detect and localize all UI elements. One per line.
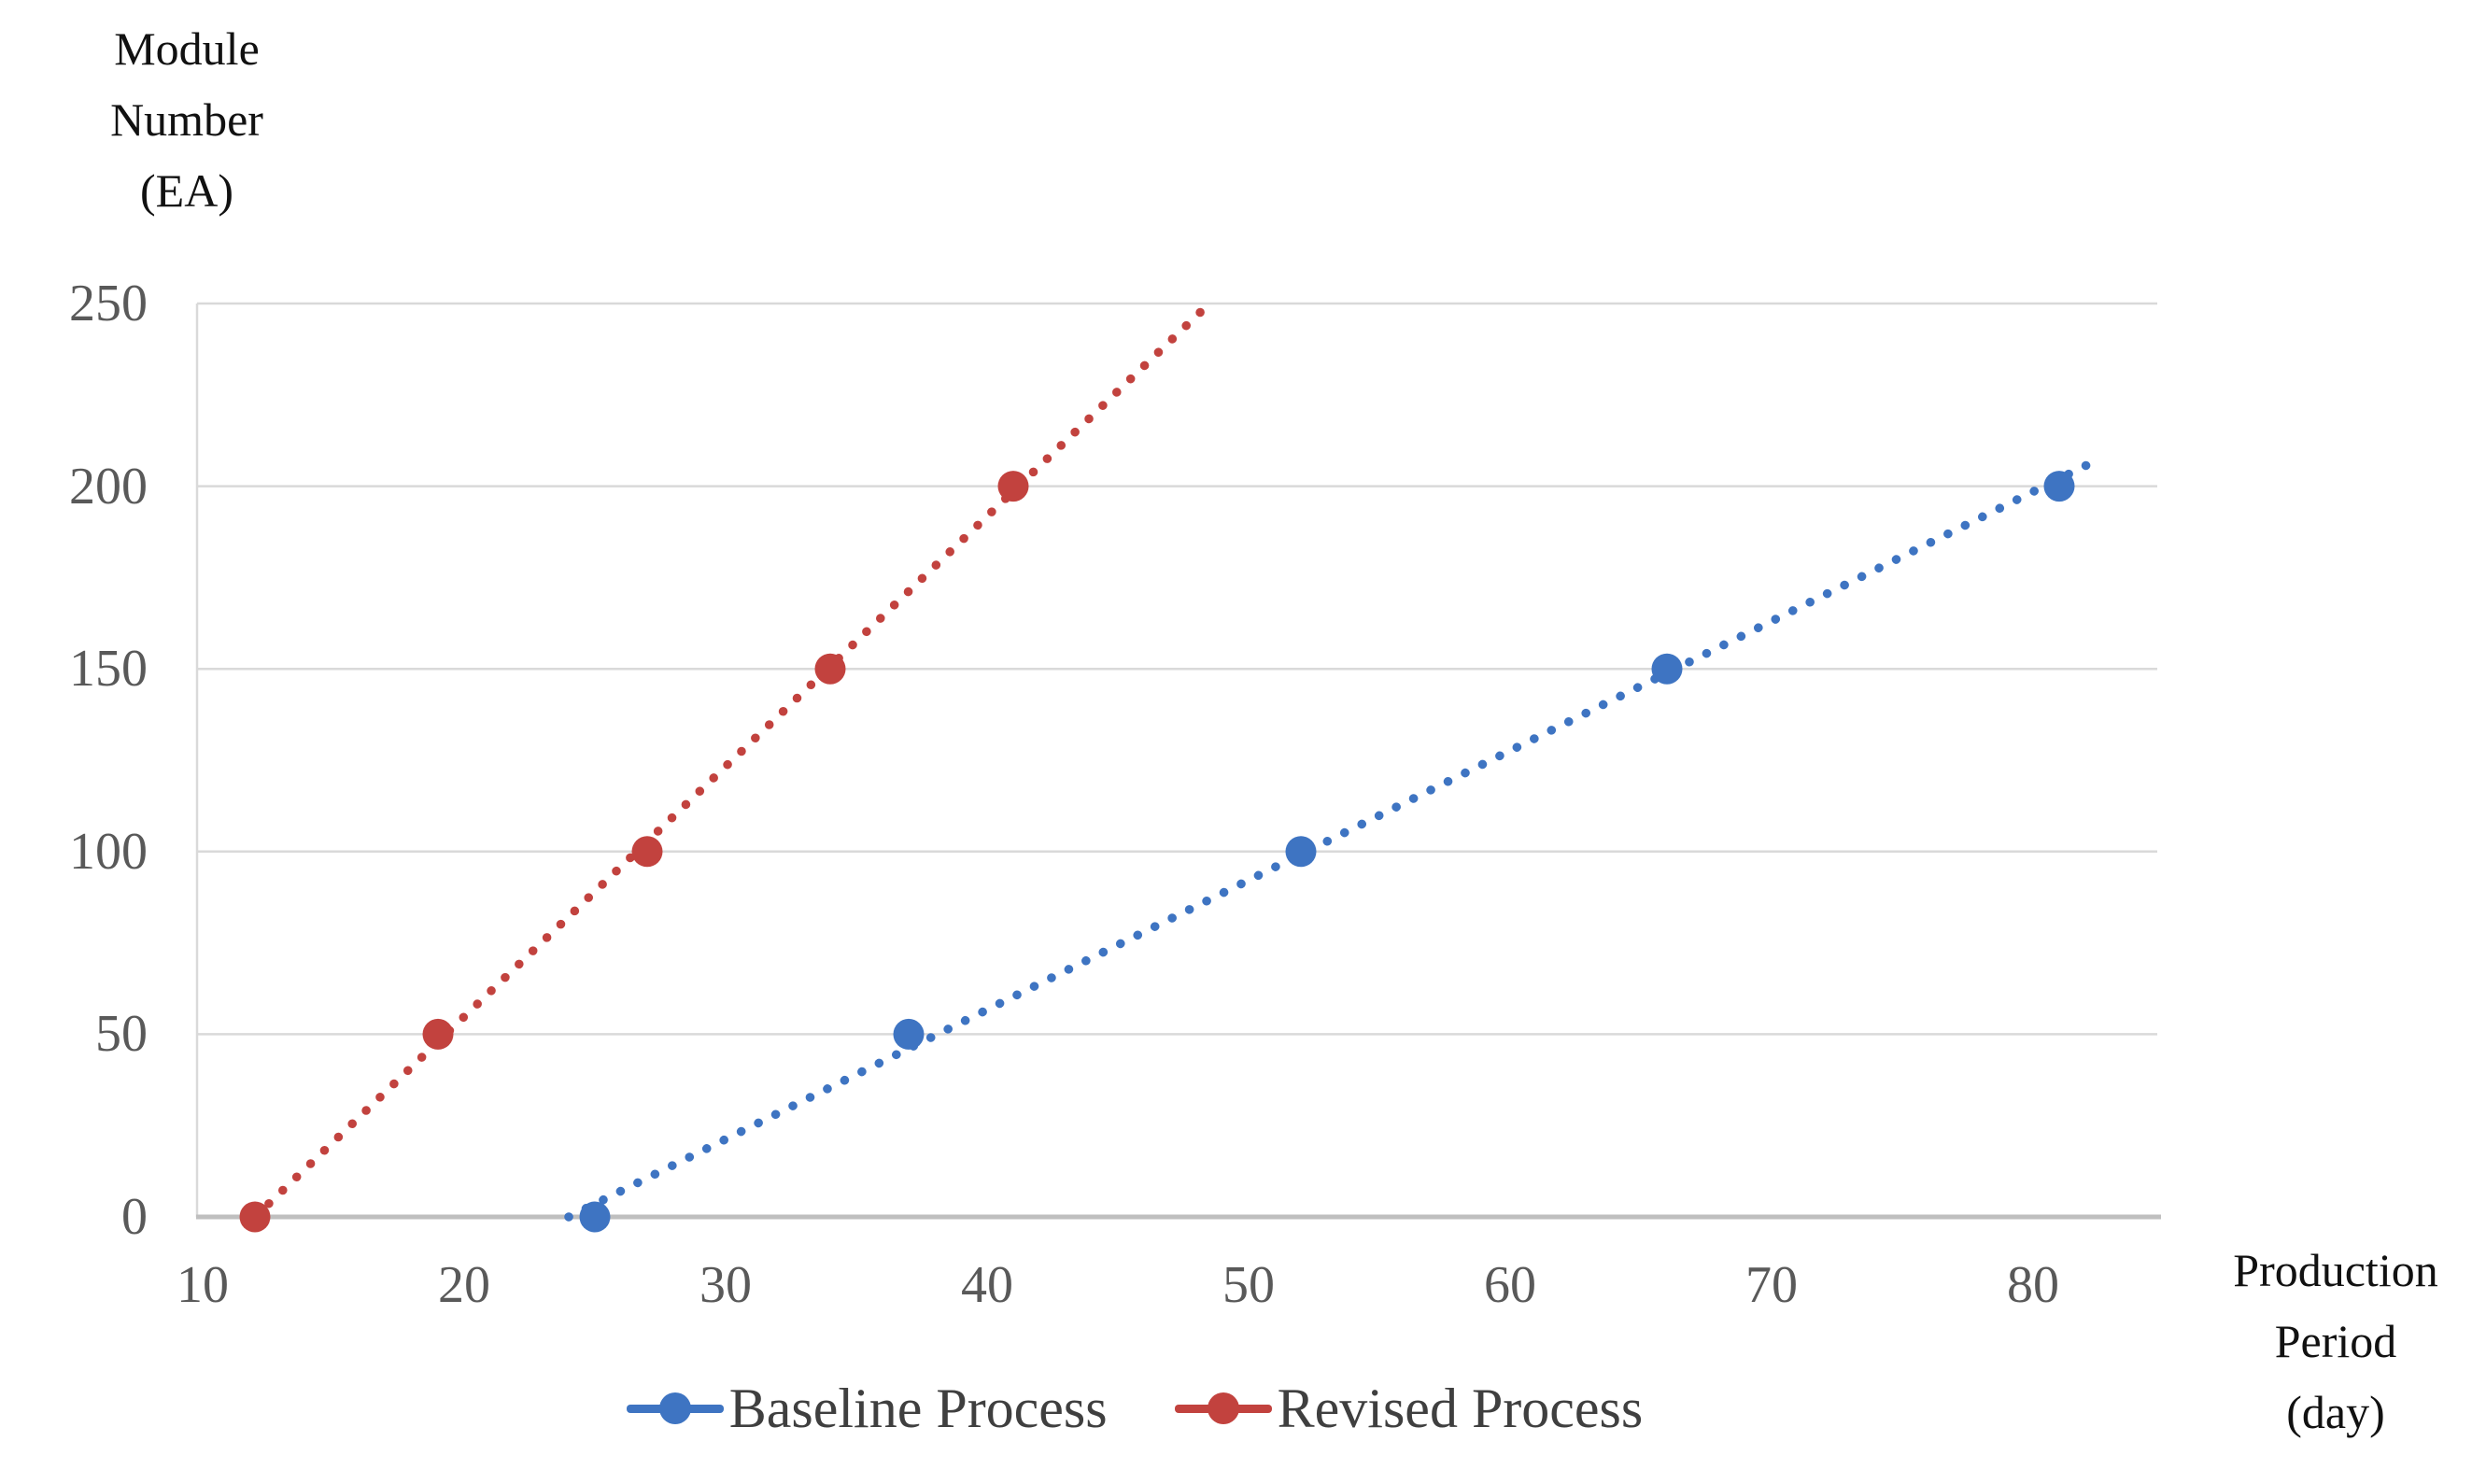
legend-label-baseline: Baseline Process bbox=[728, 1377, 1108, 1439]
data-point-baseline bbox=[2043, 471, 2075, 502]
x-axis-title-line2: Period bbox=[2274, 1315, 2397, 1367]
legend: Baseline Process Revised Process bbox=[0, 1362, 2269, 1455]
data-point-revised bbox=[631, 836, 663, 868]
data-point-revised bbox=[997, 471, 1029, 502]
x-axis-title-line1: Production bbox=[2233, 1244, 2438, 1296]
revised-line-dot-icon bbox=[1174, 1366, 1272, 1450]
x-axis-title-line3: (day) bbox=[2286, 1386, 2385, 1438]
y-tick-label-150: 150 bbox=[69, 640, 148, 699]
data-point-revised bbox=[422, 1018, 454, 1050]
x-axis-title: Production Period (day) bbox=[2185, 1235, 2486, 1448]
trendline-revised bbox=[250, 299, 1214, 1222]
y-axis-title-line1: Module bbox=[114, 22, 260, 75]
y-axis-title-line3: (EA) bbox=[140, 164, 233, 217]
x-tick-label-10: 10 bbox=[177, 1256, 229, 1314]
baseline-line-dot-icon bbox=[626, 1366, 724, 1450]
x-tick-label-60: 60 bbox=[1484, 1256, 1536, 1314]
y-axis-title: Module Number (EA) bbox=[37, 13, 336, 226]
data-point-baseline bbox=[1285, 836, 1317, 868]
x-tick-label-70: 70 bbox=[1745, 1256, 1798, 1314]
data-point-baseline bbox=[1651, 653, 1683, 685]
legend-item-revised: Revised Process bbox=[1174, 1366, 1644, 1450]
y-tick-label-0: 0 bbox=[121, 1188, 148, 1246]
y-tick-label-250: 250 bbox=[69, 275, 148, 332]
data-point-baseline bbox=[579, 1201, 611, 1233]
data-point-revised bbox=[239, 1201, 271, 1233]
x-tick-label-40: 40 bbox=[961, 1256, 1013, 1314]
y-tick-label-50: 50 bbox=[95, 1005, 148, 1064]
trendline-baseline bbox=[564, 456, 2100, 1222]
y-tick-label-200: 200 bbox=[69, 457, 148, 516]
y-tick-label-100: 100 bbox=[69, 822, 148, 881]
legend-label-revised: Revised Process bbox=[1277, 1377, 1644, 1439]
data-point-baseline bbox=[893, 1018, 925, 1050]
x-tick-label-80: 80 bbox=[2007, 1256, 2059, 1314]
x-tick-label-20: 20 bbox=[438, 1256, 490, 1314]
y-axis-title-line2: Number bbox=[110, 93, 263, 146]
x-tick-label-50: 50 bbox=[1222, 1256, 1275, 1314]
x-tick-label-30: 30 bbox=[699, 1256, 752, 1314]
data-point-revised bbox=[814, 653, 846, 685]
legend-item-baseline: Baseline Process bbox=[626, 1366, 1108, 1450]
